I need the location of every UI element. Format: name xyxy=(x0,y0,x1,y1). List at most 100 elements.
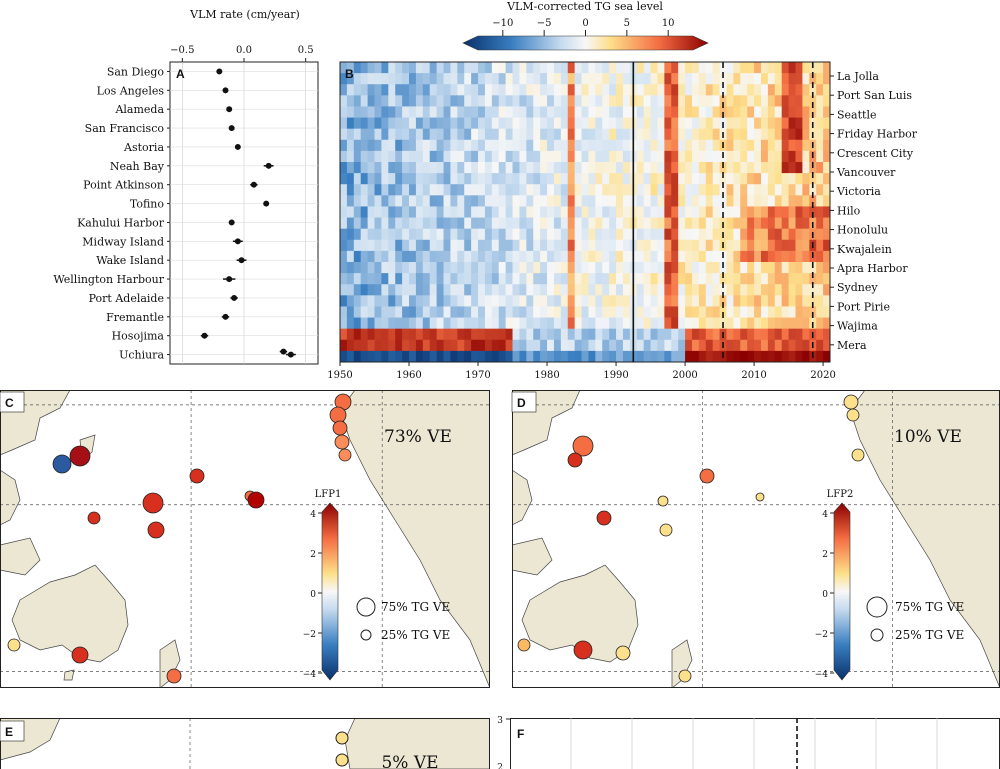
panel-a-row-label: Los Angeles xyxy=(97,84,165,97)
heatmap-cell xyxy=(588,128,596,141)
heatmap-cell xyxy=(774,273,783,285)
heatmap-cell xyxy=(374,228,382,241)
heatmap-cell xyxy=(816,228,824,241)
heatmap-cell xyxy=(395,328,403,341)
heatmap-cell xyxy=(698,217,707,230)
heatmap-cell xyxy=(491,295,500,307)
heatmap-cell xyxy=(705,228,714,241)
heatmap-cell xyxy=(498,228,507,241)
heatmap-cell xyxy=(636,295,645,307)
heatmap-cell xyxy=(657,317,665,330)
heatmap-cell xyxy=(781,73,789,85)
heatmap-cell xyxy=(560,228,569,241)
heatmap-cell xyxy=(547,128,555,141)
heatmap-cell xyxy=(643,150,651,163)
heatmap-cell xyxy=(678,239,686,252)
heatmap-cell xyxy=(381,284,389,296)
heatmap-cell xyxy=(760,62,769,74)
heatmap-cell xyxy=(567,95,576,107)
heatmap-cell xyxy=(374,73,382,85)
heatmap-cell xyxy=(588,195,596,207)
heatmap-cell xyxy=(657,217,665,230)
heatmap-cell xyxy=(712,262,720,274)
heatmap-cell xyxy=(712,228,720,241)
heatmap-cell xyxy=(581,73,589,85)
heatmap-cell xyxy=(719,295,727,307)
heatmap-cell xyxy=(754,95,762,107)
heatmap-cell xyxy=(685,284,693,296)
heatmap-cell xyxy=(823,117,831,130)
heatmap-cell xyxy=(436,162,444,174)
heatmap-cell xyxy=(512,328,520,341)
heatmap-cell xyxy=(816,273,824,285)
heatmap-cell xyxy=(581,228,589,241)
heatmap-cell xyxy=(443,117,451,130)
heatmap-cell xyxy=(340,195,348,207)
heatmap-cell xyxy=(795,62,803,74)
heatmap-cell xyxy=(519,262,527,274)
heatmap-cell xyxy=(705,262,714,274)
vlm-point xyxy=(216,68,223,75)
heatmap-cell xyxy=(519,106,527,118)
heatmap-cell xyxy=(464,350,472,363)
heatmap-cell xyxy=(781,350,789,363)
heatmap-cell xyxy=(553,328,562,341)
heatmap-cell xyxy=(788,184,796,196)
heatmap-cell xyxy=(802,217,810,230)
heatmap-cell xyxy=(733,250,741,263)
heatmap-cell xyxy=(809,284,817,296)
heatmap-cell xyxy=(457,295,465,307)
heatmap-cell xyxy=(616,228,624,241)
heatmap-cell xyxy=(636,317,645,330)
heatmap-cell xyxy=(712,273,720,285)
heatmap-cell xyxy=(788,262,796,274)
heatmap-cell xyxy=(346,73,355,85)
heatmap-cell xyxy=(519,339,527,352)
heatmap-cell xyxy=(767,73,776,85)
heatmap-cell xyxy=(781,117,789,130)
heatmap-cell xyxy=(671,95,679,107)
heatmap-cell xyxy=(505,73,513,85)
heatmap-cell xyxy=(574,184,582,196)
heatmap-xtick: 2010 xyxy=(741,370,766,381)
heatmap-cell xyxy=(422,128,431,141)
heatmap-cell xyxy=(374,317,382,330)
heatmap-cell xyxy=(484,139,493,152)
heatmap-cell xyxy=(588,150,596,163)
heatmap-cell xyxy=(678,228,686,241)
heatmap-cell xyxy=(567,273,576,285)
panel-c-map xyxy=(0,390,490,688)
heatmap-cell xyxy=(422,95,431,107)
heatmap-cell xyxy=(636,306,645,318)
heatmap-row-label: Honolulu xyxy=(837,224,888,237)
heatmap-cell xyxy=(802,250,810,263)
heatmap-cell xyxy=(429,117,438,130)
heatmap-cell xyxy=(609,139,617,152)
colorbar-b-tick: −5 xyxy=(537,18,552,29)
heatmap-cell xyxy=(484,306,493,318)
heatmap-cell xyxy=(450,328,458,341)
heatmap-cell xyxy=(609,84,617,96)
heatmap-cell xyxy=(733,328,741,341)
heatmap-cell xyxy=(622,95,631,107)
heatmap-cell xyxy=(767,62,776,74)
heatmap-cell xyxy=(657,262,665,274)
heatmap-cell xyxy=(429,173,438,185)
heatmap-cell xyxy=(409,73,417,85)
heatmap-cell xyxy=(636,73,645,85)
heatmap-cell xyxy=(657,350,665,363)
colorbar-d-label: LFP2 xyxy=(827,489,854,500)
heatmap-cell xyxy=(754,150,762,163)
heatmap-cell xyxy=(443,206,451,218)
heatmap-cell xyxy=(678,262,686,274)
heatmap-cell xyxy=(540,128,548,141)
heatmap-cell xyxy=(650,195,658,207)
heatmap-cell xyxy=(588,262,596,274)
heatmap-cell xyxy=(788,328,796,341)
heatmap-cell xyxy=(795,95,803,107)
heatmap-cell xyxy=(367,184,375,196)
heatmap-cell xyxy=(540,173,548,185)
heatmap-cell xyxy=(664,295,672,307)
heatmap-cell xyxy=(574,328,582,341)
heatmap-cell xyxy=(457,339,465,352)
